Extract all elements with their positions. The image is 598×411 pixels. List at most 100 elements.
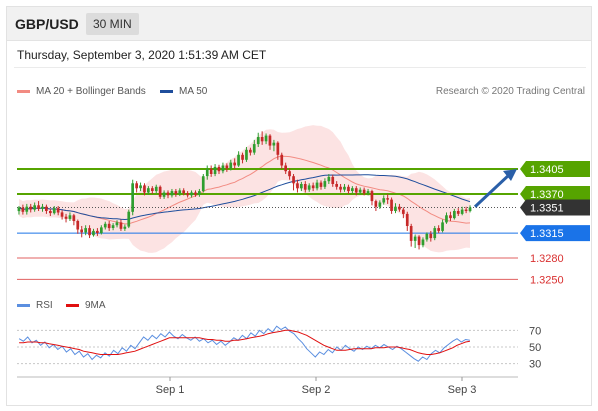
level-label-1.3280: 1.3280 [530, 253, 564, 265]
candle [127, 209, 131, 229]
credit-text: Research © 2020 Trading Central [435, 86, 585, 97]
candle-body [84, 228, 87, 233]
candle [249, 147, 252, 156]
x-axis-label: Sep 3 [448, 384, 477, 396]
candle-body [405, 213, 409, 226]
candle [233, 158, 236, 170]
candle [394, 203, 397, 214]
candle-body [425, 233, 429, 240]
candle [100, 225, 103, 235]
candle-body [178, 190, 182, 194]
timeframe-badge[interactable]: 30 MIN [86, 13, 139, 35]
candle [339, 183, 342, 193]
candle [370, 189, 374, 206]
candle-body [88, 228, 91, 236]
candle-body [437, 228, 440, 231]
x-axis-label: Sep 1 [156, 384, 185, 396]
candle-body [429, 233, 433, 239]
candle [229, 159, 233, 171]
candle [245, 146, 248, 162]
candle [158, 185, 162, 199]
ma50-swatch [160, 90, 173, 93]
candle-body [41, 206, 44, 209]
candle-body [351, 188, 354, 191]
candle-body [21, 207, 25, 212]
candle-body [233, 162, 236, 166]
candle [221, 162, 225, 174]
candle-body [409, 226, 413, 241]
candle-body [378, 202, 382, 207]
level-tag-1.3315 [520, 225, 590, 242]
candle-body [276, 142, 280, 155]
candle-body [339, 186, 342, 190]
candle-body [162, 192, 166, 197]
candle-body [354, 188, 358, 193]
candle [335, 181, 338, 190]
candle-body [268, 135, 272, 146]
candle-body [296, 183, 299, 189]
candle-body [315, 182, 319, 189]
level-label-1.3370: 1.3370 [530, 189, 564, 201]
candle [405, 211, 409, 231]
candle [147, 186, 150, 195]
x-axis-label: Sep 2 [302, 384, 331, 396]
candle [131, 179, 134, 216]
level-label-1.3315: 1.3315 [530, 228, 564, 240]
candle-body [288, 171, 291, 177]
candle [347, 184, 350, 194]
rsi-tick-label: 50 [529, 342, 541, 354]
candle-body [272, 142, 276, 146]
candle [41, 203, 44, 212]
candle-body [186, 193, 189, 196]
candle-body [25, 206, 29, 212]
candle [307, 183, 311, 192]
candle-body [441, 222, 444, 231]
candle [178, 188, 182, 197]
candle-body [252, 144, 256, 153]
candle [449, 211, 452, 221]
candle-body [111, 225, 115, 228]
candle [241, 152, 244, 164]
legend-ma50-label: MA 50 [179, 86, 208, 97]
candle [49, 208, 52, 216]
candle [45, 204, 48, 214]
candle-body [135, 183, 138, 189]
candle [84, 225, 87, 236]
candle [190, 190, 193, 198]
candle-body [241, 154, 244, 160]
candle [76, 219, 80, 234]
candle-body [45, 206, 48, 211]
legend-rsi-label: RSI [36, 300, 53, 311]
level-label-1.3405: 1.3405 [530, 164, 564, 176]
candle [115, 220, 119, 228]
candle [92, 228, 95, 237]
level-tag-1.3405 [520, 161, 590, 178]
candle-body [201, 176, 205, 192]
candle-body [107, 223, 111, 229]
candle-body [449, 215, 452, 219]
candle [366, 188, 370, 196]
candle-body [154, 186, 158, 192]
candle [300, 181, 303, 192]
candle-body [433, 228, 437, 239]
candle-body [182, 190, 185, 194]
candle [409, 223, 413, 247]
bollinger-band [19, 125, 470, 253]
candle [103, 221, 107, 230]
candle-body [445, 215, 448, 223]
candle-body [170, 191, 174, 196]
level-tag-1.3351 [520, 199, 590, 216]
legend-ma20: MA 20 + Bollinger Bands [17, 86, 146, 97]
candle-body [421, 239, 425, 246]
candle-body [37, 205, 40, 209]
candle-body [64, 216, 68, 219]
legend-ma50: MA 50 [160, 86, 207, 97]
candle [56, 206, 60, 216]
candle-body [139, 185, 142, 189]
ma20-swatch [17, 90, 30, 93]
candle-body [327, 176, 331, 182]
candle [194, 190, 197, 197]
candle [437, 225, 440, 234]
candle [72, 213, 76, 226]
level-label-1.3250: 1.3250 [530, 274, 564, 286]
